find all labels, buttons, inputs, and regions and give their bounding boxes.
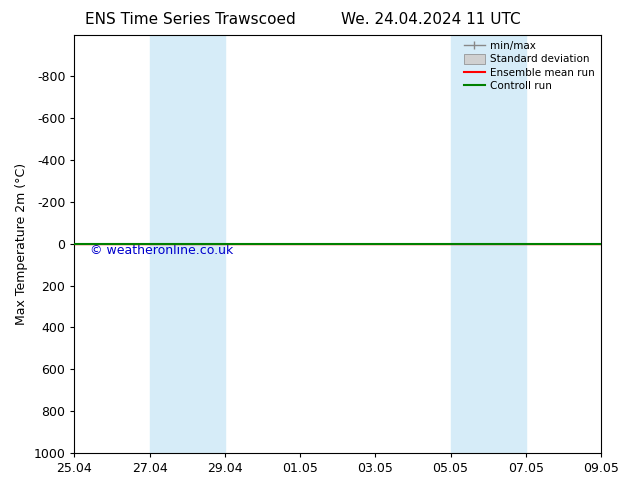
- Text: © weatheronline.co.uk: © weatheronline.co.uk: [90, 244, 233, 257]
- Text: We. 24.04.2024 11 UTC: We. 24.04.2024 11 UTC: [341, 12, 521, 27]
- Bar: [150, 35, 225, 453]
- Y-axis label: Max Temperature 2m (°C): Max Temperature 2m (°C): [15, 163, 28, 325]
- Legend: min/max, Standard deviation, Ensemble mean run, Controll run: min/max, Standard deviation, Ensemble me…: [460, 37, 599, 96]
- Bar: [451, 35, 526, 453]
- Text: ENS Time Series Trawscoed: ENS Time Series Trawscoed: [85, 12, 295, 27]
